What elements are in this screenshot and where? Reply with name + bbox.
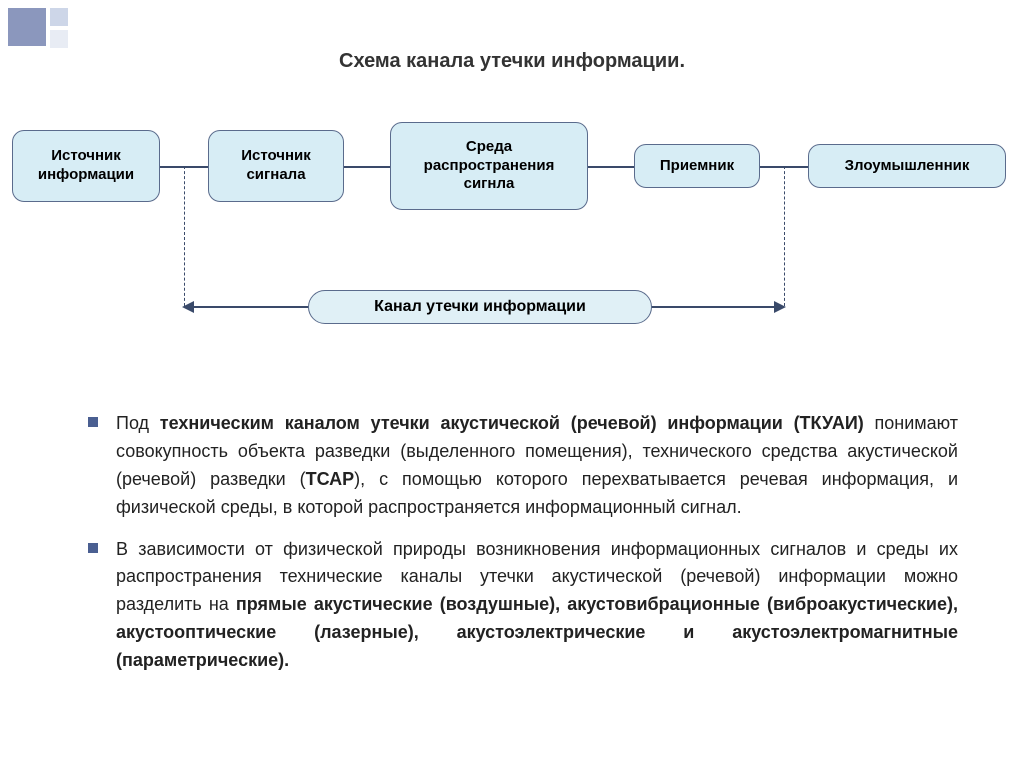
node-n1: Источник информации [12, 130, 160, 202]
node-n5: Злоумышленник [808, 144, 1006, 188]
accent-square-big [8, 8, 46, 46]
bullet-text: В зависимости от физической природы возн… [116, 536, 958, 675]
arrow-right-icon [774, 301, 786, 313]
arrow-left-icon [182, 301, 194, 313]
slide-title: Схема канала утечки информации. [0, 50, 1024, 73]
connector [344, 166, 390, 168]
drop-line [184, 166, 185, 306]
bullet-square-icon [88, 543, 98, 553]
channel-node: Канал утечки информации [308, 290, 652, 324]
drop-line [784, 166, 785, 306]
node-n4: Приемник [634, 144, 760, 188]
bullet-item: Под техническим каналом утечки акустичес… [88, 410, 958, 522]
connector [588, 166, 634, 168]
node-n2: Источник сигнала [208, 130, 344, 202]
body-text-block: Под техническим каналом утечки акустичес… [88, 410, 958, 689]
leakage-channel-diagram: Источник информации Источник сигнала Среда… [12, 120, 1012, 380]
node-n3: Среда распространения сигнла [390, 122, 588, 210]
bullet-text: Под техническим каналом утечки акустичес… [116, 410, 958, 522]
bullet-item: В зависимости от физической природы возн… [88, 536, 958, 675]
accent-square-small-2 [50, 30, 68, 48]
bullet-square-icon [88, 417, 98, 427]
accent-square-small-1 [50, 8, 68, 26]
